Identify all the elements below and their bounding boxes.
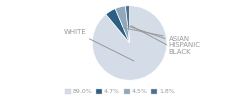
Text: BLACK: BLACK [131, 26, 191, 55]
Wedge shape [92, 6, 167, 80]
Text: HISPANIC: HISPANIC [127, 26, 201, 48]
Text: WHITE: WHITE [64, 29, 134, 61]
Wedge shape [115, 6, 130, 43]
Legend: 89.0%, 4.7%, 4.5%, 1.8%: 89.0%, 4.7%, 4.5%, 1.8% [63, 86, 177, 97]
Wedge shape [125, 6, 130, 43]
Text: ASIAN: ASIAN [123, 28, 190, 42]
Wedge shape [106, 9, 130, 43]
